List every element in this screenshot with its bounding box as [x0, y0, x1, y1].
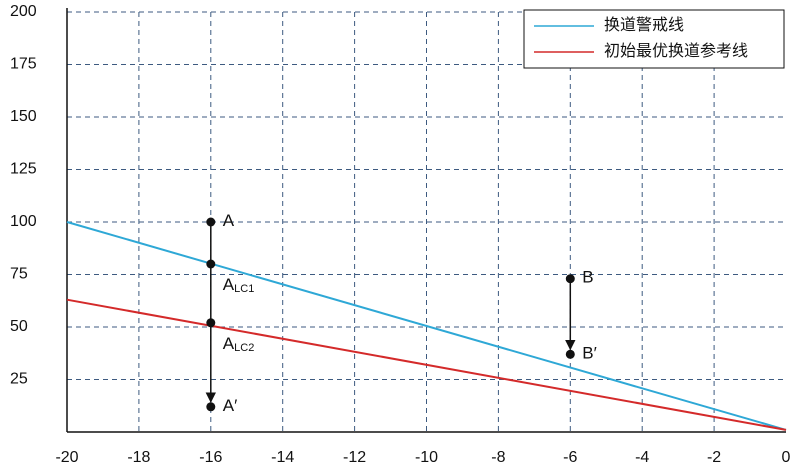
point — [565, 274, 575, 284]
point-label: ALC2 — [223, 334, 255, 353]
x-tick-label: -12 — [343, 449, 366, 466]
x-tick-label: -4 — [635, 449, 649, 466]
point-label-main: A — [223, 211, 235, 230]
y-tick-label: 125 — [10, 161, 37, 178]
point-label: B — [582, 268, 593, 287]
x-tick-label: -16 — [199, 449, 222, 466]
x-tick-label: -20 — [55, 449, 78, 466]
point — [206, 318, 216, 328]
x-tick-label: -8 — [491, 449, 505, 466]
point — [206, 259, 216, 269]
legend-label: 换道警戒线 — [604, 16, 684, 34]
y-tick-label: 200 — [10, 3, 37, 20]
point-label-sub: LC1 — [234, 283, 254, 295]
series-line — [66, 221, 787, 431]
y-tick-label: 175 — [10, 56, 37, 73]
point-label: A — [223, 211, 235, 230]
point-label-main: B′ — [582, 344, 597, 363]
point-label-main: A — [223, 334, 235, 353]
point-label-sub: LC2 — [234, 342, 254, 354]
series-line — [66, 298, 787, 431]
y-tick-label: 50 — [10, 318, 28, 335]
x-tick-label: -14 — [271, 449, 294, 466]
y-tick-label: 100 — [10, 213, 37, 230]
point-label-main: B — [582, 268, 593, 287]
point — [206, 217, 216, 227]
point-label-main: A — [223, 275, 235, 294]
point-label-main: A′ — [223, 396, 238, 415]
legend-box — [523, 9, 785, 69]
point-label: A′ — [223, 396, 238, 415]
point — [206, 402, 216, 412]
point — [565, 349, 575, 359]
x-tick-label: -6 — [563, 449, 577, 466]
y-tick-label: 150 — [10, 108, 37, 125]
x-tick-label: -18 — [127, 449, 150, 466]
legend-label: 初始最优换道参考线 — [604, 42, 748, 60]
y-tick-label: 75 — [10, 266, 28, 283]
x-tick-label: 0 — [782, 449, 791, 466]
y-tick-label: 25 — [10, 371, 28, 388]
point-label: B′ — [582, 344, 597, 363]
x-tick-label: -10 — [415, 449, 438, 466]
x-tick-label: -2 — [707, 449, 721, 466]
point-label: ALC1 — [223, 275, 255, 294]
